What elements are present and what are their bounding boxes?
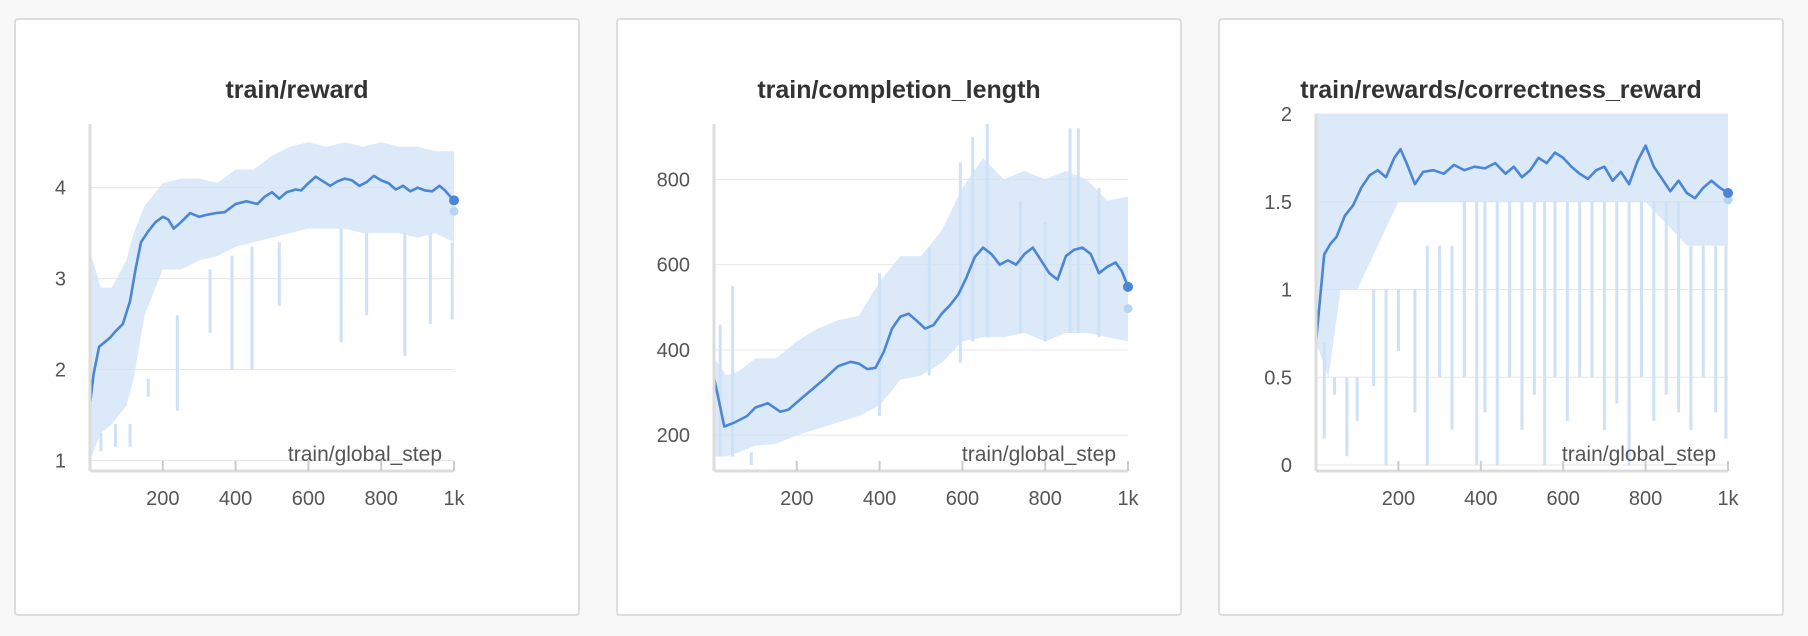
y-tick-label: 200 [657,425,690,447]
smoothed-line [1314,144,1729,343]
chart-panel-reward: train/reward 1 2 3 4 200 400 600 800 1k train/glo… [14,18,580,616]
x-tick-label: 1k [1717,488,1739,510]
end-point-raw [1123,304,1133,314]
chart-title: train/rewards/correctness_reward [1300,76,1702,104]
x-tick-label: 200 [1382,488,1415,510]
smoothed-line [712,246,1130,428]
end-point-raw [449,206,459,216]
chart-title: train/completion_length [757,76,1041,104]
y-tick-label: 800 [657,169,690,191]
x-tick-label: 400 [1464,488,1497,510]
y-tick-label: 1 [1281,280,1292,302]
end-point-smoothed [1723,187,1733,198]
x-tick-label: 200 [780,488,813,510]
x-tick-label: 800 [365,488,398,510]
y-tick-label: 600 [657,255,690,277]
x-tick-label: 600 [1547,488,1580,510]
x-tick-label: 400 [863,488,896,510]
y-tick-label: 400 [657,340,690,362]
y-tick-label: 4 [55,178,66,200]
x-axis-label: train/global_step [962,443,1116,466]
chart-title: train/reward [225,76,369,104]
end-point-raw [1723,195,1733,205]
x-tick-label: 200 [146,488,179,510]
x-tick-label: 600 [292,488,325,510]
y-tick-label: 0.5 [1264,367,1292,389]
y-tick-label: 1.5 [1264,192,1292,214]
end-point-smoothed [1123,281,1133,292]
x-tick-label: 400 [219,488,252,510]
y-tick-label: 2 [55,360,66,382]
raw-band [714,158,1128,457]
y-tick-label: 3 [55,269,66,291]
raw-band [90,142,454,461]
chart-panel-completion-length: train/completion_length 200 400 600 800 200 4… [616,18,1182,616]
x-tick-label: 1k [1117,488,1139,510]
y-tick-label: 1 [55,450,66,472]
chart-panel-correctness-reward: train/rewards/correctness_reward 0 0.5 1 1.… [1218,18,1784,616]
x-tick-label: 800 [1629,488,1662,510]
x-axis-label: train/global_step [288,443,442,466]
y-tick-label: 2 [1281,104,1292,126]
end-point-smoothed [449,195,459,206]
chart-completion-length: 200 400 600 800 200 400 600 800 1ktrain/global_s… [657,124,1140,510]
x-tick-label: 1k [443,488,465,510]
x-tick-label: 600 [946,488,979,510]
y-tick-label: 0 [1281,455,1292,477]
smoothed-line [88,174,455,405]
x-tick-label: 800 [1029,488,1062,510]
x-axis-label: train/global_step [1562,443,1716,466]
